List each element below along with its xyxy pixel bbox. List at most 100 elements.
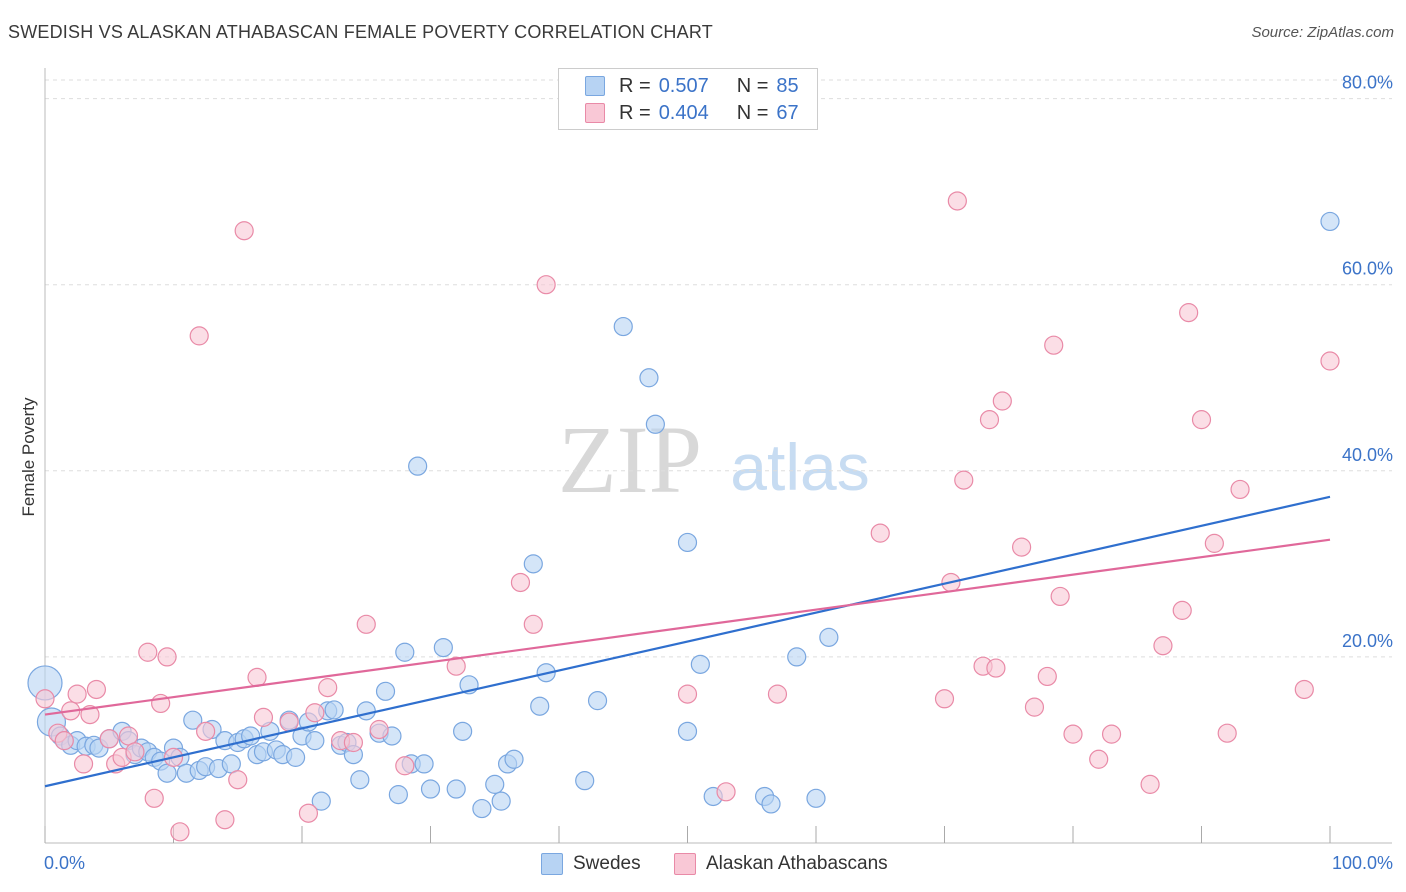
athabascans-point	[356, 614, 376, 634]
bottom-legend-swatch-athabascans	[674, 853, 696, 875]
athabascans-point	[1153, 636, 1173, 656]
athabascans-point	[536, 275, 556, 295]
athabascans-point	[1063, 724, 1083, 744]
athabascans-point	[369, 719, 389, 740]
athabascans-point	[138, 642, 158, 662]
swedes-point	[433, 637, 453, 658]
athabascans-point	[35, 689, 55, 709]
athabascans-point	[1172, 600, 1192, 620]
athabascans-point	[125, 742, 145, 762]
legend-r-label: R =	[619, 101, 651, 124]
athabascans-point	[767, 684, 788, 704]
athabascans-point	[343, 732, 363, 753]
athabascans-point	[677, 684, 698, 704]
athabascans-point	[1230, 479, 1250, 500]
athabascans-point	[954, 470, 974, 490]
bottom-legend-label-swedes: Swedes	[573, 853, 641, 874]
athabascans-point	[446, 656, 466, 676]
athabascans-point	[1050, 586, 1070, 607]
athabascans-point	[510, 572, 531, 593]
swedes-point	[1320, 211, 1340, 232]
legend-r-label: R =	[619, 74, 651, 97]
athabascans-point	[189, 326, 209, 346]
chart-title: SWEDISH VS ALASKAN ATHABASCAN FEMALE POV…	[8, 22, 713, 42]
athabascans-point	[870, 523, 890, 543]
y-axis-label: Female Poverty	[19, 397, 38, 517]
swedes-point	[639, 368, 659, 388]
swedes-point	[388, 785, 408, 805]
athabascans-point	[1037, 666, 1057, 687]
swedes-point	[414, 754, 434, 774]
athabascans-point	[196, 721, 216, 741]
swedes-point	[587, 691, 608, 711]
swedes-point	[677, 721, 698, 741]
legend-swatch-swedes	[585, 76, 605, 96]
swedes-point	[485, 774, 505, 794]
athabascans-point	[716, 782, 736, 802]
athabascans-point	[1101, 724, 1122, 744]
swedes-point	[305, 731, 325, 751]
athabascans-point	[1191, 410, 1212, 430]
legend-n-value: 67	[776, 101, 799, 124]
athabascans-point	[157, 647, 177, 667]
swedes-point	[285, 747, 306, 767]
athabascans-point	[298, 803, 319, 823]
swedes-point	[819, 627, 839, 647]
bottom-legend-swatch-swedes	[541, 853, 563, 875]
swedes-point	[420, 779, 441, 799]
athabascans-point	[305, 703, 325, 723]
swedes-point	[375, 681, 396, 701]
swedes-point	[530, 696, 550, 716]
x-tick-label: 100.0%	[1332, 853, 1393, 873]
swedes-point	[453, 721, 473, 741]
swedes-point	[395, 642, 415, 662]
swedes-point	[806, 788, 826, 808]
y-tick-label: 80.0%	[1342, 73, 1393, 93]
swedes-point	[356, 701, 376, 721]
athabascans-point	[228, 770, 248, 790]
bottom-legend-athabascans: Alaskan Athabascans	[674, 850, 888, 878]
athabascans-point	[73, 754, 94, 774]
swedes-point	[350, 770, 370, 790]
athabascans-point	[234, 221, 254, 241]
athabascans-point	[279, 712, 299, 732]
swedes-point	[645, 414, 665, 434]
watermark-atlas: atlas	[730, 430, 869, 504]
athabascans-point	[523, 614, 543, 634]
swedes-trend-line	[44, 495, 1331, 788]
athabascans-point	[1024, 697, 1045, 717]
athabascans-point	[395, 756, 415, 776]
bottom-legend-swedes: Swedes	[541, 850, 641, 878]
swedes-point	[523, 554, 543, 574]
swedes-point	[408, 456, 428, 476]
legend-n-label: N =	[736, 101, 769, 124]
athabascans-point	[86, 679, 107, 700]
swedes-point	[761, 794, 781, 814]
legend-n-label: N =	[736, 74, 769, 97]
athabascans-point	[253, 707, 274, 727]
athabascans-point	[992, 391, 1012, 411]
athabascans-point	[99, 729, 119, 749]
athabascans-point	[1179, 303, 1199, 323]
swedes-point	[504, 749, 524, 769]
athabascans-point	[1044, 335, 1064, 355]
legend-r-value: 0.507	[658, 74, 709, 97]
swedes-point	[787, 647, 807, 667]
athabascans-point	[247, 667, 267, 687]
swedes-point	[183, 710, 203, 730]
athabascans-point	[170, 822, 190, 842]
athabascans-point	[1011, 537, 1032, 557]
x-tick-label: 0.0%	[44, 853, 85, 873]
athabascans-point	[54, 731, 74, 751]
athabascans-point	[318, 678, 338, 698]
athabascans-point	[1217, 723, 1237, 743]
athabascans-point	[144, 788, 164, 808]
swedes-point	[472, 798, 492, 819]
swedes-point	[491, 791, 511, 811]
swedes-point	[677, 532, 698, 553]
athabascans-trend-line	[44, 538, 1331, 716]
athabascans-point	[947, 191, 967, 211]
swedes-point	[446, 779, 466, 799]
athabascans-point	[1320, 351, 1340, 371]
